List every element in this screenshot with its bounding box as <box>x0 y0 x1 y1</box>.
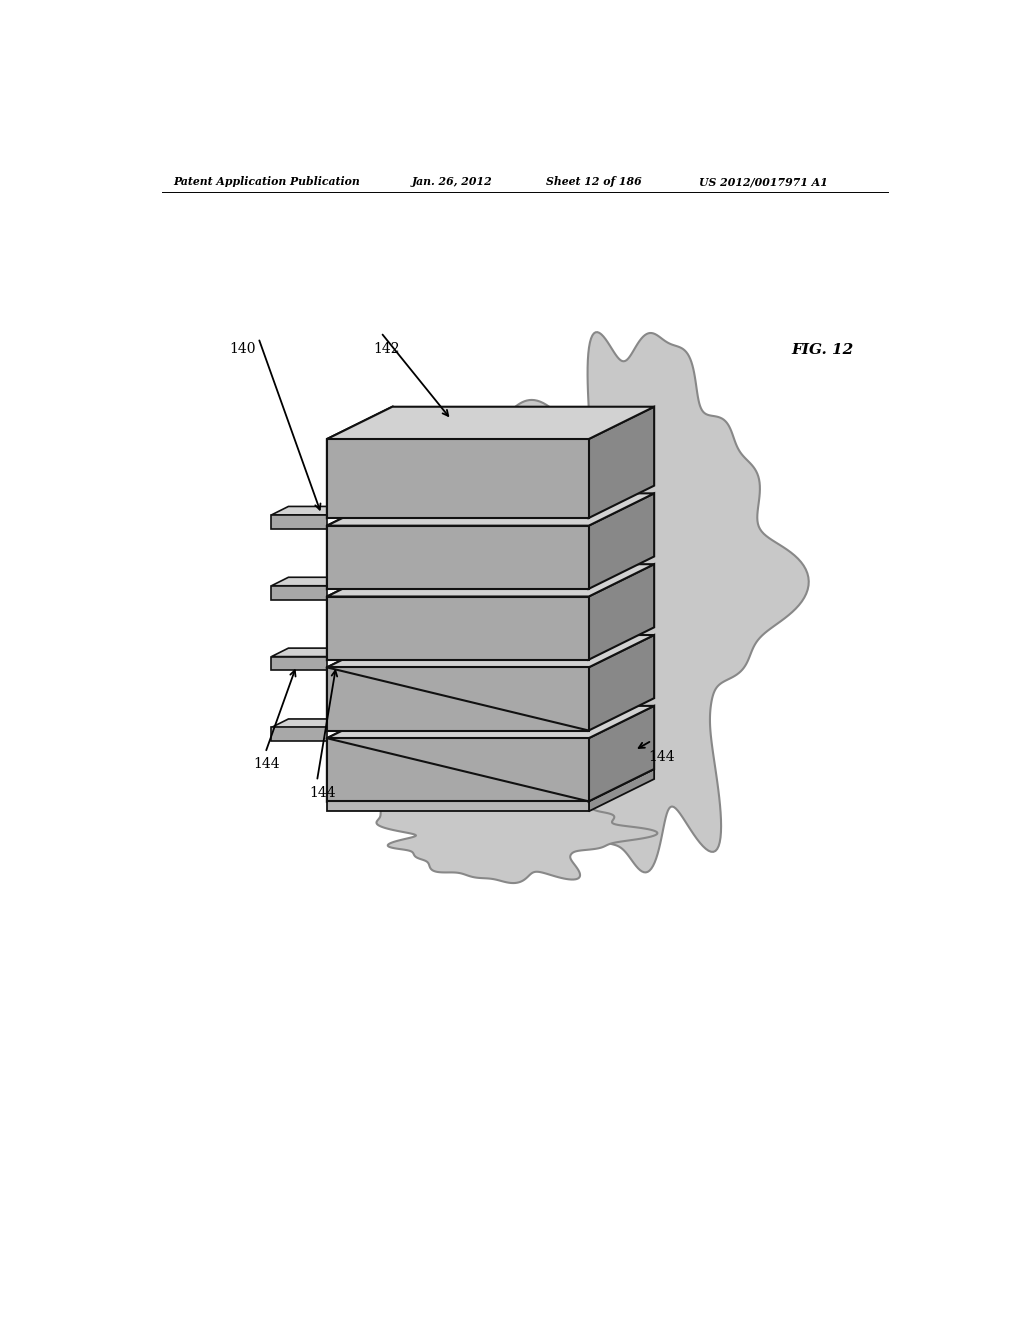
Polygon shape <box>377 791 657 883</box>
Polygon shape <box>327 564 654 597</box>
Text: 144: 144 <box>254 758 281 771</box>
Text: 142: 142 <box>373 342 399 355</box>
Polygon shape <box>589 564 654 660</box>
Polygon shape <box>327 635 654 668</box>
Polygon shape <box>327 407 654 440</box>
Polygon shape <box>327 635 392 730</box>
Polygon shape <box>327 494 392 589</box>
Polygon shape <box>589 407 654 517</box>
Polygon shape <box>327 706 654 738</box>
Polygon shape <box>271 727 327 742</box>
Text: 144: 144 <box>309 785 336 800</box>
Text: 144: 144 <box>648 750 675 764</box>
Polygon shape <box>490 333 809 873</box>
Polygon shape <box>327 706 392 801</box>
Text: Patent Application Publication: Patent Application Publication <box>173 176 359 187</box>
Polygon shape <box>327 668 589 730</box>
Text: 140: 140 <box>229 342 256 355</box>
Polygon shape <box>589 635 654 730</box>
Polygon shape <box>271 507 344 515</box>
Text: Sheet 12 of 186: Sheet 12 of 186 <box>547 176 642 187</box>
Polygon shape <box>327 597 589 660</box>
Polygon shape <box>327 738 589 801</box>
Polygon shape <box>589 494 654 589</box>
Polygon shape <box>327 494 654 525</box>
Polygon shape <box>589 770 654 812</box>
Polygon shape <box>271 577 344 586</box>
Polygon shape <box>327 801 589 812</box>
Polygon shape <box>271 719 344 727</box>
Polygon shape <box>271 586 327 599</box>
Polygon shape <box>327 525 589 589</box>
Polygon shape <box>271 648 344 656</box>
Polygon shape <box>327 564 392 660</box>
Text: Jan. 26, 2012: Jan. 26, 2012 <box>412 176 493 187</box>
Polygon shape <box>271 515 327 529</box>
Polygon shape <box>589 706 654 801</box>
Text: FIG. 12: FIG. 12 <box>792 343 853 358</box>
Text: US 2012/0017971 A1: US 2012/0017971 A1 <box>698 176 827 187</box>
Polygon shape <box>327 407 392 517</box>
Polygon shape <box>327 440 589 517</box>
Polygon shape <box>271 656 327 671</box>
Polygon shape <box>327 770 654 801</box>
